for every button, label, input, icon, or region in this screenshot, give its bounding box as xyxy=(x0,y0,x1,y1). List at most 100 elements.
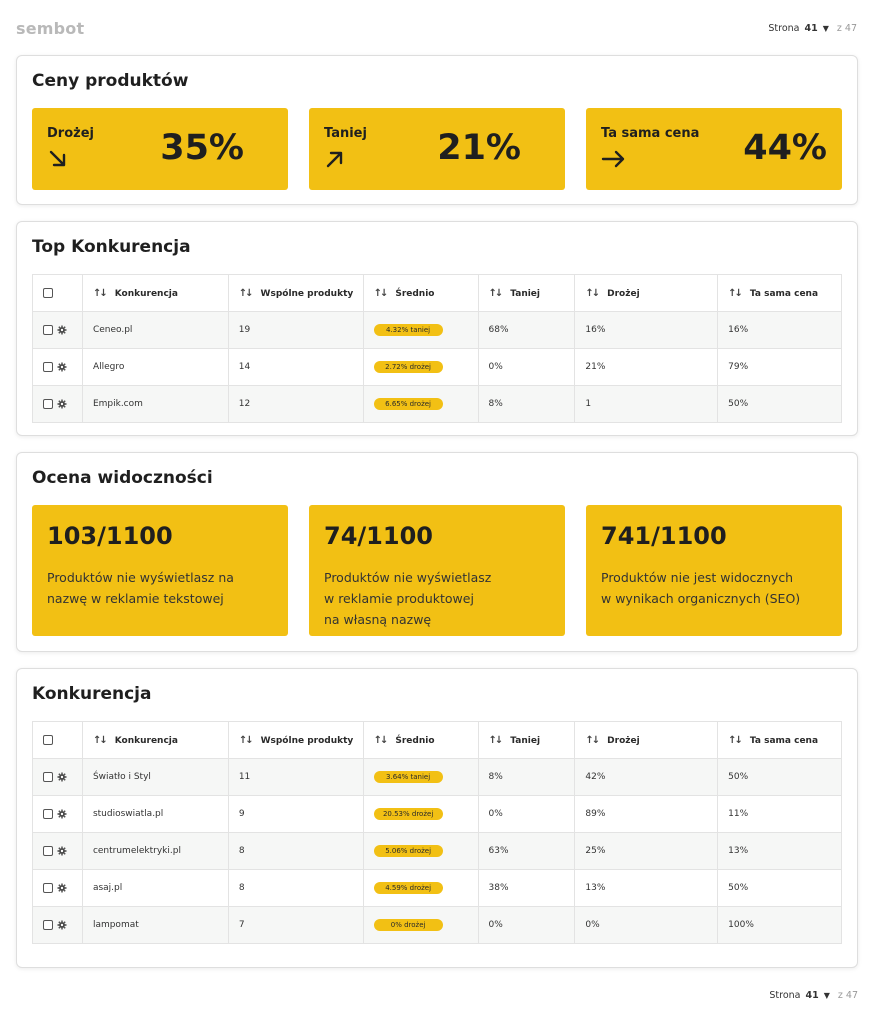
column-header[interactable]: ↑↓ Konkurencja xyxy=(81,274,229,312)
table-row: Ceneo.pl 19 4.32% taniej 68% 16% 16% xyxy=(32,311,842,349)
pricier-value: 16% xyxy=(574,311,719,349)
top-bar: sembot Strona 41 ▼ z 47 xyxy=(16,16,857,40)
page-total: z 47 xyxy=(836,22,857,34)
pricier-value: 1 xyxy=(574,385,719,423)
row-actions xyxy=(32,795,83,833)
column-header[interactable]: ↑↓ Wspólne produkty xyxy=(227,721,364,759)
competitor-name: lampomat xyxy=(81,906,229,944)
common-products: 12 xyxy=(227,385,364,423)
visibility-description: Produktów nie jest widocznych w wynikach… xyxy=(601,570,801,606)
visibility-description: Produktów nie wyświetlasz na nazwę w rek… xyxy=(47,570,234,606)
competitor-name: studioswiatla.pl xyxy=(81,795,229,833)
column-header[interactable]: ↑↓ Taniej xyxy=(477,721,576,759)
column-header[interactable]: ↑↓ Drożej xyxy=(574,274,719,312)
cheaper-value: 38% xyxy=(477,869,576,907)
column-header[interactable]: ↑↓ Ta sama cena xyxy=(717,274,842,312)
arrow-down-right-icon xyxy=(49,150,66,167)
visibility-value: 103/1100 xyxy=(47,522,173,550)
common-products: 8 xyxy=(227,869,364,907)
same-price-value: 50% xyxy=(717,758,842,796)
select-all-checkbox[interactable] xyxy=(43,287,53,298)
same-price-value: 79% xyxy=(717,348,842,386)
row-checkbox[interactable] xyxy=(43,398,53,409)
row-checkbox[interactable] xyxy=(43,771,53,782)
page-number: 41 xyxy=(805,990,819,1001)
gear-icon[interactable] xyxy=(57,809,67,819)
sort-icon: ↑↓ xyxy=(728,734,743,746)
common-products: 7 xyxy=(227,906,364,944)
common-products: 11 xyxy=(227,758,364,796)
column-header[interactable]: ↑↓ Taniej xyxy=(477,274,576,312)
same-price-value: 16% xyxy=(717,311,842,349)
common-products: 14 xyxy=(227,348,364,386)
sort-icon: ↑↓ xyxy=(728,287,743,299)
competition-card: Konkurencja ↑↓ Konkurencja ↑↓ Wspólne prod… xyxy=(16,668,858,968)
cheaper-value: 0% xyxy=(477,795,576,833)
gear-icon[interactable] xyxy=(57,772,67,782)
price-tile-value: 21% xyxy=(437,128,521,168)
average-badge: 0% drożej xyxy=(373,919,443,931)
average-badge: 4.59% drożej xyxy=(373,882,443,894)
gear-icon[interactable] xyxy=(57,362,67,372)
cheaper-value: 0% xyxy=(477,348,576,386)
price-tile-value: 44% xyxy=(743,128,827,168)
sort-icon: ↑↓ xyxy=(488,734,504,746)
visibility-tile-product-ads: 74/1100 Produktów nie wyświetlasz w rekl… xyxy=(309,505,565,636)
competitor-name: centrumelektryki.pl xyxy=(81,832,229,870)
gear-icon[interactable] xyxy=(57,325,67,335)
visibility-tiles: 103/1100 Produktów nie wyświetlasz na na… xyxy=(32,505,842,636)
column-header[interactable]: ↑↓ Ta sama cena xyxy=(717,721,842,759)
column-header[interactable]: ↑↓ Konkurencja xyxy=(81,721,229,759)
row-checkbox[interactable] xyxy=(43,882,53,893)
gear-icon[interactable] xyxy=(57,399,67,409)
average-badge: 2.72% drożej xyxy=(373,361,443,373)
top-competition-card: Top Konkurencja ↑↓ Konkurencja ↑↓ Wspólne … xyxy=(16,221,858,436)
cheaper-value: 68% xyxy=(477,311,576,349)
column-header[interactable]: ↑↓ Wspólne produkty xyxy=(227,274,364,312)
column-header[interactable]: ↑↓ Drożej xyxy=(574,721,719,759)
competition-table: ↑↓ Konkurencja ↑↓ Wspólne produkty ↑↓ Średn… xyxy=(32,721,842,944)
average-badge: 4.32% taniej xyxy=(373,324,443,336)
column-header[interactable]: ↑↓ Średnio xyxy=(362,721,479,759)
visibility-value: 74/1100 xyxy=(324,522,433,550)
top-competition-title: Top Konkurencja xyxy=(32,237,191,257)
footer-page-selector[interactable]: Strona 41 ▼ z 47 xyxy=(769,990,858,1001)
page-number: 41 xyxy=(804,22,818,34)
column-header[interactable]: ↑↓ Średnio xyxy=(362,274,479,312)
same-price-value: 100% xyxy=(717,906,842,944)
prices-card: Ceny produktów Drożej 35% Taniej 21% Ta … xyxy=(16,55,858,205)
table-row: Empik.com 12 6.65% drożej 8% 1 50% xyxy=(32,385,842,423)
select-all-cell xyxy=(32,721,83,759)
price-tile-label: Ta sama cena xyxy=(601,126,700,141)
pricier-value: 25% xyxy=(574,832,719,870)
same-price-value: 13% xyxy=(717,832,842,870)
select-all-checkbox[interactable] xyxy=(43,734,53,745)
sort-icon: ↑↓ xyxy=(92,287,108,299)
row-checkbox[interactable] xyxy=(43,845,53,856)
table-row: studioswiatla.pl 9 20.53% drożej 0% 89% … xyxy=(32,795,842,833)
page-selector[interactable]: Strona 41 ▼ z 47 xyxy=(768,23,857,34)
chevron-down-icon[interactable]: ▼ xyxy=(822,23,829,33)
same-price-value: 11% xyxy=(717,795,842,833)
gear-icon[interactable] xyxy=(57,920,67,930)
competitor-name: Allegro xyxy=(81,348,229,386)
cheaper-value: 8% xyxy=(477,758,576,796)
cheaper-value: 0% xyxy=(477,906,576,944)
visibility-description: Produktów nie wyświetlasz w reklamie pro… xyxy=(324,570,492,627)
price-tiles: Drożej 35% Taniej 21% Ta sama cena 44% xyxy=(32,108,842,190)
chevron-down-icon[interactable]: ▼ xyxy=(823,991,830,1000)
visibility-tile-text-ads: 103/1100 Produktów nie wyświetlasz na na… xyxy=(32,505,288,636)
gear-icon[interactable] xyxy=(57,846,67,856)
price-tile-label: Drożej xyxy=(47,126,94,141)
row-checkbox[interactable] xyxy=(43,919,53,930)
sort-icon: ↑↓ xyxy=(373,734,389,746)
row-checkbox[interactable] xyxy=(43,324,53,335)
price-tile-pricier: Drożej 35% xyxy=(32,108,288,190)
row-checkbox[interactable] xyxy=(43,808,53,819)
page-total: z 47 xyxy=(837,990,858,1001)
gear-icon[interactable] xyxy=(57,883,67,893)
sort-icon: ↑↓ xyxy=(238,734,254,746)
page-label: Strona xyxy=(768,22,800,34)
row-checkbox[interactable] xyxy=(43,361,53,372)
common-products: 19 xyxy=(227,311,364,349)
